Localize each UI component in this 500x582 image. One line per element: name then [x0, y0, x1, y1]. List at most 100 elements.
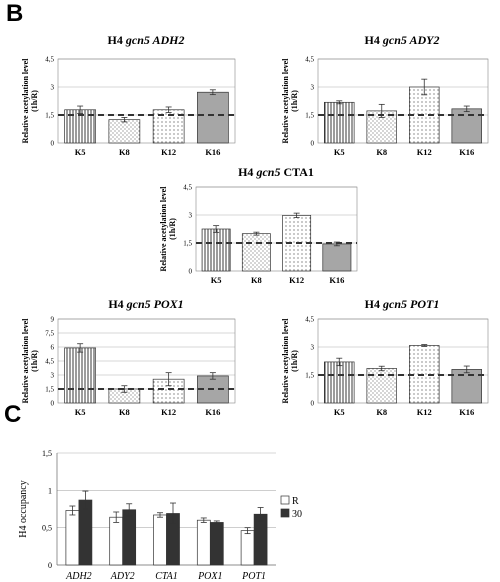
y-tick-label: 3 — [311, 84, 315, 92]
chart-title-gene: gcn5 — [255, 165, 280, 179]
y-axis-label-line1: Relative acetylation level — [281, 58, 290, 144]
chart-title: H4 gcn5 ADH2 — [108, 33, 185, 47]
bar-k8 — [241, 233, 271, 272]
y-axis-label: Relative acetylation level(1h/R) — [21, 318, 39, 404]
x-tick-label: K12 — [417, 407, 432, 417]
x-tick-label: K5 — [75, 407, 86, 417]
bar-k5 — [324, 101, 355, 144]
chart-pox1: H4 gcn5 POX1 0 1,5 3 4,5 6 7,5 9 Relative acetyl… — [21, 297, 236, 417]
bar-k5 — [201, 228, 231, 272]
x-tick-label: K16 — [459, 407, 474, 417]
y-tick-label: 3 — [51, 372, 55, 380]
y-axis-label: Relative acetylation level(1h/R) — [159, 186, 177, 272]
y-tick-label: 0 — [51, 400, 55, 408]
x-tick-label: K12 — [161, 407, 176, 417]
bar-pot1-series-R — [240, 530, 255, 566]
bar-k5 — [324, 361, 355, 404]
y-tick-label: 1,5 — [42, 449, 52, 458]
x-tick-label: POX1 — [197, 571, 222, 582]
y-tick-label: 4,5 — [305, 56, 314, 64]
y-tick-label: 4,5 — [305, 316, 314, 324]
panel-label-b: B — [6, 0, 24, 27]
y-tick-label: 3 — [311, 344, 315, 352]
x-tick-label: K5 — [75, 147, 86, 157]
y-tick-label: 0 — [189, 268, 193, 276]
y-axis-label-line1: Relative acetylation level — [21, 318, 30, 404]
y-tick-label: 1,5 — [305, 112, 314, 120]
legend-swatch-R — [280, 495, 290, 505]
bar-adh2-series-R — [65, 510, 80, 566]
y-axis-label-line1: Relative acetylation level — [281, 318, 290, 404]
legend-label: R — [292, 496, 299, 507]
y-tick-label: 1,5 — [305, 372, 314, 380]
y-axis-label-line2: (1h/R) — [30, 90, 39, 112]
x-tick-label: K8 — [376, 147, 387, 157]
chart-title-suffix: CTA1 — [280, 165, 313, 179]
chart-title-gene: gcn5 ADH2 — [125, 33, 185, 47]
x-tick-label: POT1 — [241, 571, 266, 582]
chart-title-gene: gcn5 ADY2 — [382, 33, 440, 47]
bar-pot1-series-30 — [253, 513, 268, 566]
x-tick-label: K8 — [251, 275, 262, 285]
x-tick-label: K8 — [119, 147, 130, 157]
x-tick-label: K5 — [334, 147, 345, 157]
x-tick-label: K16 — [205, 147, 220, 157]
x-tick-label: K16 — [459, 147, 474, 157]
y-tick-label: 4,5 — [183, 184, 192, 192]
y-tick-label: 4,5 — [45, 56, 54, 64]
chart-pot1: H4 gcn5 POT1 0 1,5 3 4,5 Relative acetylation… — [281, 297, 489, 417]
bar-k16 — [451, 108, 482, 144]
bar-k16 — [322, 243, 352, 272]
bar-k8 — [366, 368, 397, 404]
bar-k5 — [64, 347, 96, 404]
y-tick-label: 1,5 — [45, 112, 54, 120]
bar-cta1-series-R — [153, 514, 167, 566]
chart-title: H4 gcn5 ADY2 — [365, 33, 440, 47]
legend-swatch-30 — [280, 508, 290, 518]
y-axis-label: Relative acetylation level(1h/R) — [21, 58, 39, 144]
y-axis-label: H4 occupancy — [18, 480, 29, 537]
panel-label-c: C — [4, 401, 22, 428]
chart-occupancy: 0 0,5 1 1,5 H4 occupancy ADH2 ADY2 CTA1 POX1 POT1… — [18, 449, 302, 582]
bar-adh2-series-30 — [78, 499, 93, 566]
chart-cta1: H4 gcn5 CTA1 0 1,5 3 4,5 Relative acetylation… — [159, 165, 358, 285]
x-tick-label: K16 — [205, 407, 220, 417]
x-tick-label: K5 — [334, 407, 345, 417]
y-tick-label: 3 — [51, 84, 55, 92]
x-tick-label: K5 — [211, 275, 222, 285]
y-axis-label-line2: (1h/R) — [168, 218, 177, 240]
chart-title-prefix: H4 — [108, 297, 126, 311]
y-tick-label: 9 — [51, 316, 55, 324]
chart-title-prefix: H4 — [238, 165, 256, 179]
chart-title-gene: gcn5 POT1 — [382, 297, 439, 311]
plot-frame — [317, 318, 489, 404]
chart-title: H4 gcn5 POT1 — [365, 297, 440, 311]
y-tick-label: 7,5 — [45, 330, 54, 338]
x-tick-label: K16 — [329, 275, 344, 285]
bar-k16 — [451, 369, 482, 404]
x-tick-label: ADY2 — [110, 571, 135, 582]
y-tick-label: 0,5 — [42, 524, 52, 533]
y-axis-label-line2: (1h/R) — [290, 350, 299, 372]
y-axis-label-line2: (1h/R) — [30, 350, 39, 372]
x-tick-label: K12 — [417, 147, 432, 157]
y-tick-label: 0 — [51, 140, 55, 148]
chart-title: H4 gcn5 CTA1 — [238, 165, 314, 179]
x-tick-label: K8 — [376, 407, 387, 417]
y-tick-label: 4,5 — [45, 358, 54, 366]
plot-frame — [195, 186, 358, 272]
chart-title-gene: gcn5 POX1 — [126, 297, 184, 311]
bar-ady2-series-30 — [122, 509, 137, 566]
bar-ady2-series-R — [109, 516, 124, 566]
y-tick-label: 1,5 — [45, 386, 54, 394]
bar-pox1-series-R — [196, 519, 211, 566]
y-axis-label-line1: Relative acetylation level — [159, 186, 168, 272]
y-tick-label: 3 — [189, 212, 193, 220]
y-axis-label-line2: (1h/R) — [290, 90, 299, 112]
y-axis-label: Relative acetylation level(1h/R) — [281, 58, 299, 144]
chart-adh2: H4 gcn5 ADH2 0 1,5 3 4,5 Relative acetylation… — [21, 33, 236, 157]
x-tick-label: ADH2 — [65, 571, 92, 582]
chart-title-prefix: H4 — [108, 33, 126, 47]
y-tick-label: 6 — [51, 344, 55, 352]
